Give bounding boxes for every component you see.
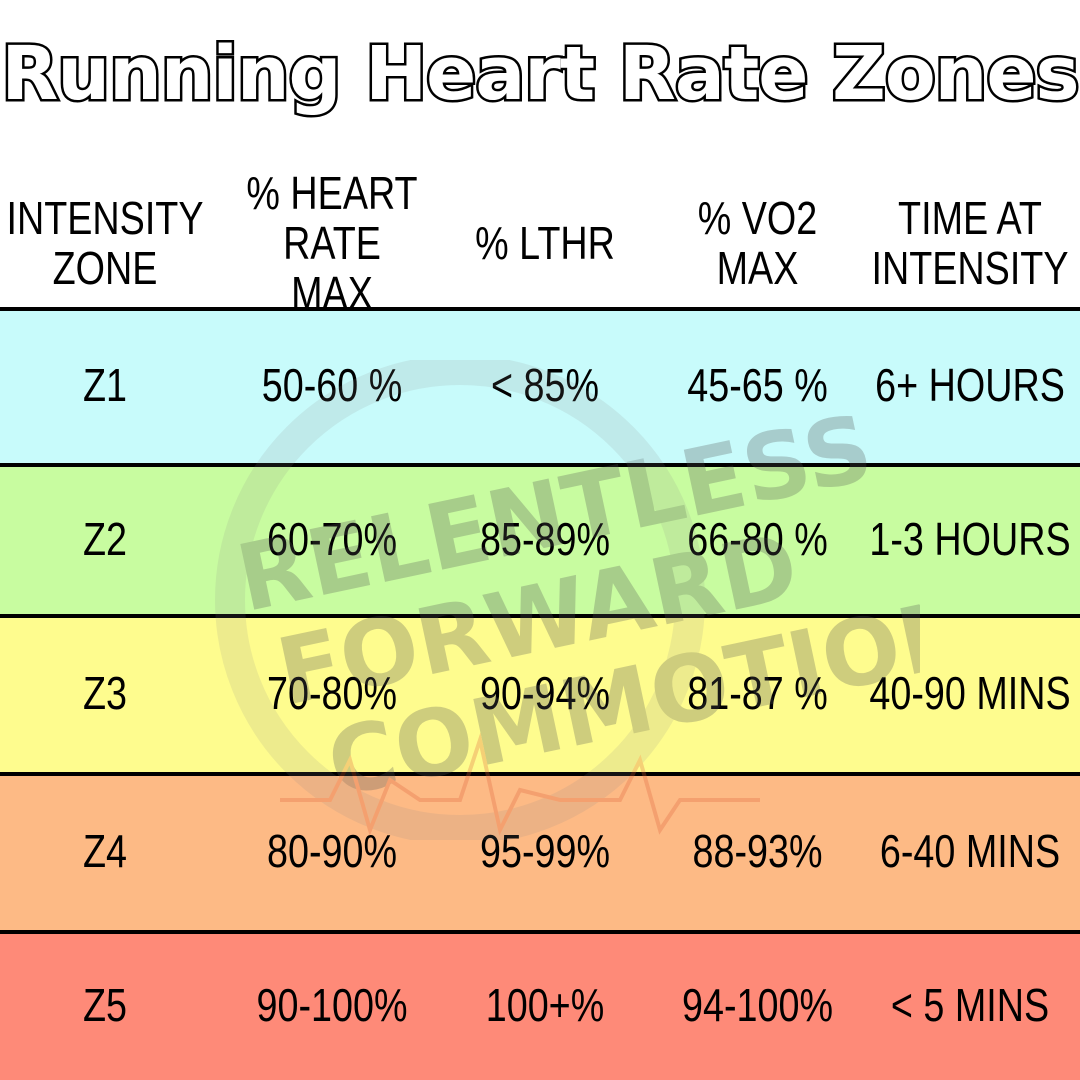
header-lthr: % LTHR bbox=[475, 216, 615, 269]
header-intensity-zone: INTENSITY ZONE bbox=[6, 191, 204, 294]
lthr-cell: 85-89% bbox=[479, 512, 611, 565]
zone-cell: Z5 bbox=[82, 979, 128, 1031]
hr-max-cell: 90-100% bbox=[256, 979, 408, 1031]
table-row: Z4 80-90% 95-99% 88-93% 6-40 MINS bbox=[0, 772, 1080, 930]
zone-cell: Z4 bbox=[82, 825, 128, 877]
header-vo2-max: % VO2 MAX bbox=[697, 191, 818, 294]
time-cell: 6-40 MINS bbox=[879, 825, 1061, 877]
lthr-cell: 90-94% bbox=[479, 667, 611, 719]
table-row: Z1 50-60 % < 85% 45-65 % 6+ HOURS bbox=[0, 307, 1080, 463]
row-divider bbox=[0, 930, 1080, 934]
hr-max-cell: 50-60 % bbox=[261, 359, 403, 411]
time-cell: < 5 MINS bbox=[890, 979, 1050, 1031]
lthr-cell: < 85% bbox=[490, 359, 600, 411]
table-header: INTENSITY ZONE % HEART RATE MAX % LTHR %… bbox=[0, 166, 1080, 319]
lthr-cell: 95-99% bbox=[479, 825, 611, 877]
vo2-cell: 45-65 % bbox=[687, 359, 828, 411]
table-row: Z3 70-80% 90-94% 81-87 % 40-90 MINS bbox=[0, 614, 1080, 772]
zone-cell: Z3 bbox=[82, 667, 128, 719]
lthr-cell: 100+% bbox=[485, 979, 605, 1031]
zone-cell: Z1 bbox=[82, 359, 128, 411]
table-row: Z2 60-70% 85-89% 66-80 % 1-3 HOURS bbox=[0, 463, 1080, 614]
header-heart-rate-max: % HEART RATE MAX bbox=[246, 166, 418, 319]
vo2-cell: 88-93% bbox=[692, 825, 823, 877]
row-divider bbox=[0, 307, 1080, 311]
vo2-cell: 66-80 % bbox=[687, 512, 828, 565]
header-time-at-intensity: TIME AT INTENSITY bbox=[871, 191, 1069, 294]
time-cell: 40-90 MINS bbox=[869, 667, 1071, 719]
time-cell: 1-3 HOURS bbox=[869, 512, 1071, 565]
row-divider bbox=[0, 463, 1080, 467]
zone-cell: Z2 bbox=[82, 512, 128, 565]
vo2-cell: 81-87 % bbox=[687, 667, 828, 719]
row-divider bbox=[0, 772, 1080, 776]
hr-max-cell: 70-80% bbox=[266, 667, 398, 719]
page-title: Running Heart Rate Zones bbox=[0, 29, 1080, 120]
table-row: Z5 90-100% 100+% 94-100% < 5 MINS bbox=[0, 930, 1080, 1080]
hr-max-cell: 60-70% bbox=[266, 512, 398, 565]
row-divider bbox=[0, 614, 1080, 618]
vo2-cell: 94-100% bbox=[681, 979, 833, 1031]
hr-max-cell: 80-90% bbox=[266, 825, 398, 877]
time-cell: 6+ HOURS bbox=[875, 359, 1065, 411]
